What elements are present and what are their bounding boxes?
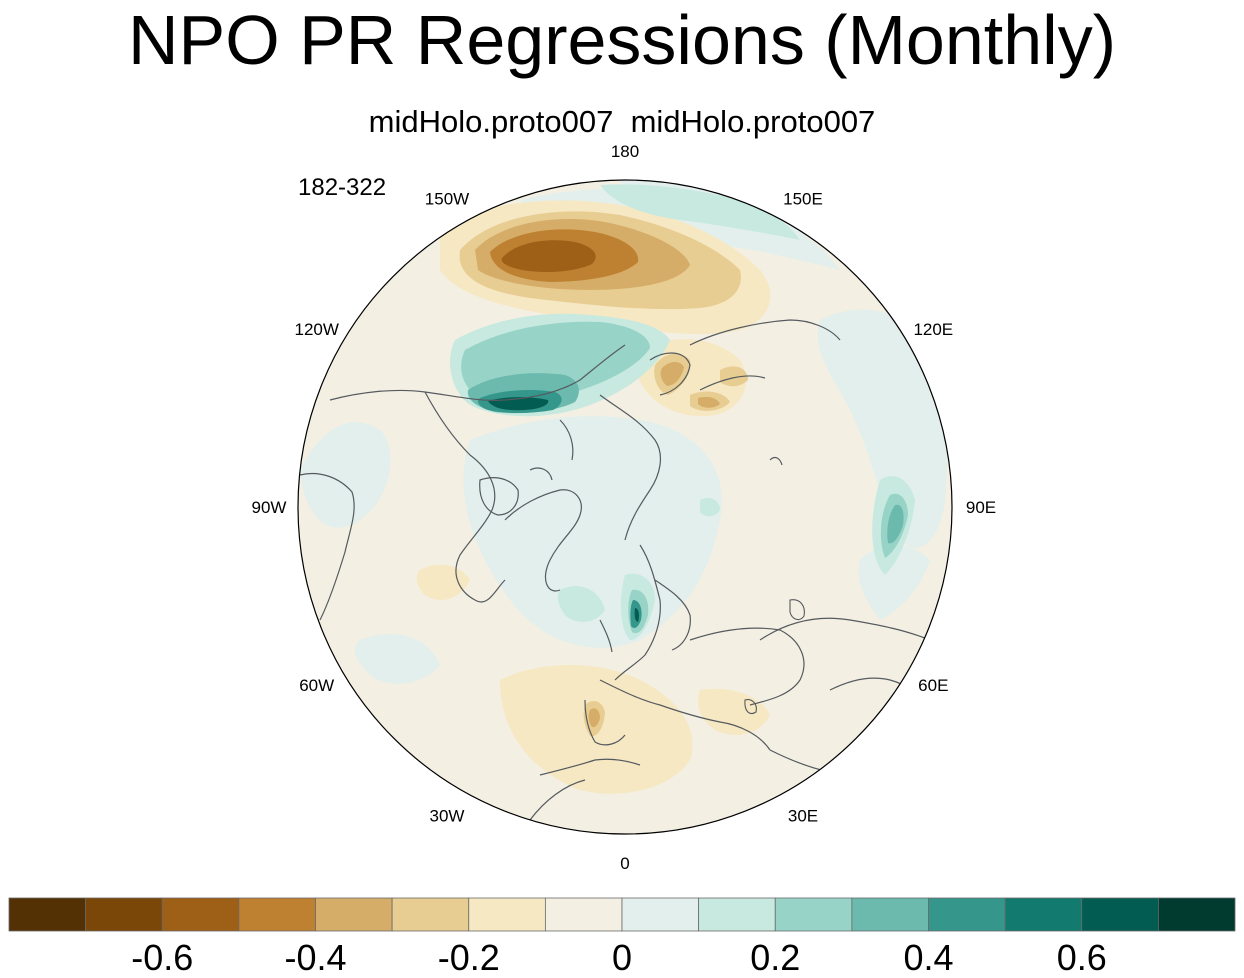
colorbar-box xyxy=(621,897,700,932)
longitude-label: 60E xyxy=(918,676,948,695)
longitude-label: 150W xyxy=(425,190,469,209)
okhotsk-dry-anomaly xyxy=(654,353,748,411)
longitude-label: 120E xyxy=(913,320,953,339)
longitude-label: 120W xyxy=(294,320,338,339)
colorbar-tick-label: -0.4 xyxy=(284,937,346,978)
north-pacific-dry-anomaly xyxy=(459,211,741,310)
colorbar-tick-label: -0.2 xyxy=(438,937,500,978)
colorbar-box xyxy=(928,897,1006,932)
colorbar-box xyxy=(468,897,546,932)
longitude-label: 60W xyxy=(299,676,334,695)
colorbar-box xyxy=(315,897,393,932)
longitude-label: 0 xyxy=(620,854,629,873)
page-title: NPO PR Regressions (Monthly) xyxy=(127,1,1117,79)
longitude-label: 30E xyxy=(788,806,818,825)
years-label: 182-322 xyxy=(298,174,387,201)
coastlines xyxy=(299,319,936,821)
map-disk xyxy=(298,180,952,834)
inland-water xyxy=(744,599,805,715)
colorbar-tick-label: 0.6 xyxy=(1057,937,1107,978)
colorbar-box xyxy=(161,897,240,932)
colorbar: -0.6 -0.4 -0.2 0 0.2 0.4 0.6 xyxy=(8,897,1236,978)
longitude-label: 90W xyxy=(252,498,287,517)
map-border xyxy=(297,179,953,835)
colorbar-box xyxy=(1004,897,1083,932)
colorbar-box xyxy=(544,897,623,932)
colorbar-tick-label: -0.6 xyxy=(131,937,193,978)
longitude-label: 90E xyxy=(966,498,996,517)
colorbar-box xyxy=(8,897,87,932)
longitude-label: 150E xyxy=(783,190,823,209)
map-subtitle: midHolo.proto007 midHolo.proto007 xyxy=(368,104,876,139)
colorbar-tick-label: 0.2 xyxy=(750,937,800,978)
colorbar-box xyxy=(774,897,853,932)
colorbar-box xyxy=(698,897,776,932)
longitude-labels: 180 150E 120E 90E 60E 30E 0 30W 60W 90W 120W 150W xyxy=(252,142,997,873)
colorbar-tick-label: 0.4 xyxy=(903,937,953,978)
colorbar-box xyxy=(391,897,470,932)
colorbar-box xyxy=(238,897,316,932)
colorbar-box xyxy=(851,897,929,932)
colorbar-box xyxy=(1081,897,1159,932)
longitude-label: 180 xyxy=(611,142,639,161)
colorbar-tick-label: 0 xyxy=(612,937,632,978)
longitude-label: 30W xyxy=(430,806,465,825)
colorbar-box xyxy=(1157,897,1236,932)
colorbar-box xyxy=(85,897,163,932)
